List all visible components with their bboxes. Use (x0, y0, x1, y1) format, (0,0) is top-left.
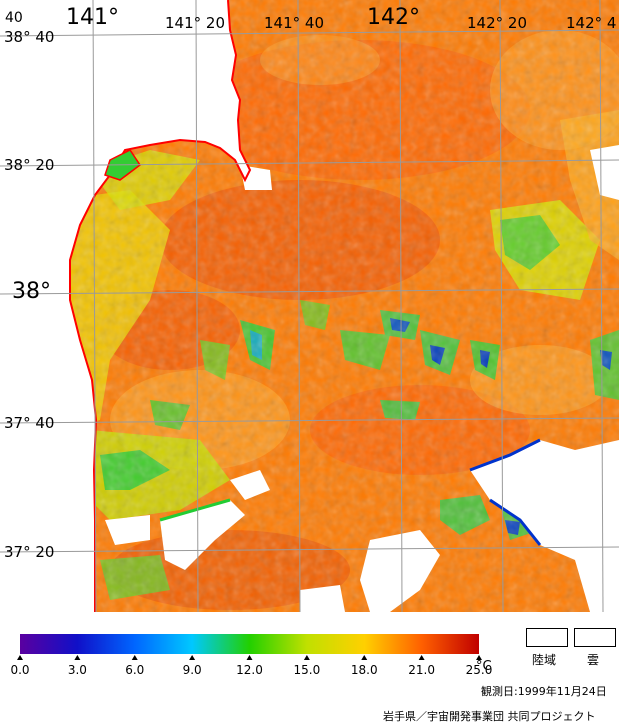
colorbar-tick-label: 15.0 (294, 663, 321, 677)
meridian-141-20 (195, 0, 199, 613)
meridian-142-20 (499, 0, 504, 613)
cloud-patch (360, 530, 440, 612)
lon-label-141-20: 141° 20 (165, 14, 225, 32)
colorbar-tick-mark (246, 655, 253, 660)
lon-label-142-20: 142° 20 (467, 14, 527, 32)
cloud-edge (489, 498, 542, 546)
meridian-142 (399, 0, 403, 613)
cloud-edge (469, 438, 541, 472)
colorbar-unit: °C (476, 659, 492, 674)
colorbar-tick-mark (189, 655, 196, 660)
parallel-38 (0, 288, 619, 295)
lat-label-37-20: 37° 20 (4, 543, 54, 561)
meridian-141-40 (297, 0, 301, 613)
colorbar-tick-label: 3.0 (68, 663, 87, 677)
parallel-38-20 (0, 159, 619, 167)
cloud-edge (159, 498, 231, 522)
lon-label-142: 142° (367, 5, 420, 30)
cloud-patch (160, 500, 245, 570)
colorbar-tick-mark (74, 655, 81, 660)
colorbar-ticks: 0.0 3.0 6.0 9.0 12.0 15.0 18.0 21.0 25.0 (10, 655, 492, 677)
meridian-142-40 (599, 0, 604, 613)
parallel-37-40 (0, 417, 619, 424)
parallel-38-40 (0, 29, 619, 37)
land-legend-label: 陸域 (532, 653, 557, 667)
colorbar-tick-mark (17, 655, 23, 660)
cloud-patch (590, 145, 619, 200)
colorbar (20, 634, 479, 654)
cloud-legend-label: 雲 (587, 653, 600, 667)
cloud-patch (105, 515, 150, 545)
colorbar-tick-label: 9.0 (183, 663, 202, 677)
land-legend-swatch (526, 628, 568, 647)
lon-label-141-40: 141° 40 (264, 14, 324, 32)
meridian-141 (92, 0, 97, 613)
colorbar-tick-mark (418, 655, 425, 660)
observation-date: 観測日:1999年11月24日 (481, 685, 607, 698)
lon-label-141: 141° (66, 5, 119, 30)
lat-label-38: 38° (12, 279, 51, 304)
graticule (0, 0, 619, 613)
lat-label-37-40: 37° 40 (4, 414, 54, 432)
cloud-patch (300, 585, 345, 612)
cloud-legend-swatch (574, 628, 616, 647)
credit-text: 岩手県／宇宙開発事業団 共同プロジェクト (383, 710, 596, 723)
lon-label-142-40: 142° 4 (566, 14, 616, 32)
coastline (69, 0, 252, 612)
parallel-37-20 (0, 546, 619, 553)
lat-label-38-40: 38° 40 (4, 28, 54, 46)
lat-label-38-20: 38° 20 (4, 156, 54, 174)
colorbar-tick-label: 0.0 (10, 663, 29, 677)
colorbar-tick-mark (361, 655, 368, 660)
cloud-patch (470, 440, 619, 612)
colorbar-tick-label: 6.0 (125, 663, 144, 677)
colorbar-tick-mark (303, 655, 310, 660)
sea-temperature-field (70, 0, 619, 612)
colorbar-tick-label: 18.0 (351, 663, 378, 677)
corner-label: 40 (5, 10, 23, 26)
colorbar-tick-label: 21.0 (408, 663, 435, 677)
colorbar-tick-mark (476, 655, 482, 660)
colorbar-tick-label: 25.0 (466, 663, 493, 677)
colorbar-tick-mark (131, 655, 138, 660)
colorbar-tick-label: 12.0 (236, 663, 263, 677)
cloud-patch (230, 470, 270, 500)
